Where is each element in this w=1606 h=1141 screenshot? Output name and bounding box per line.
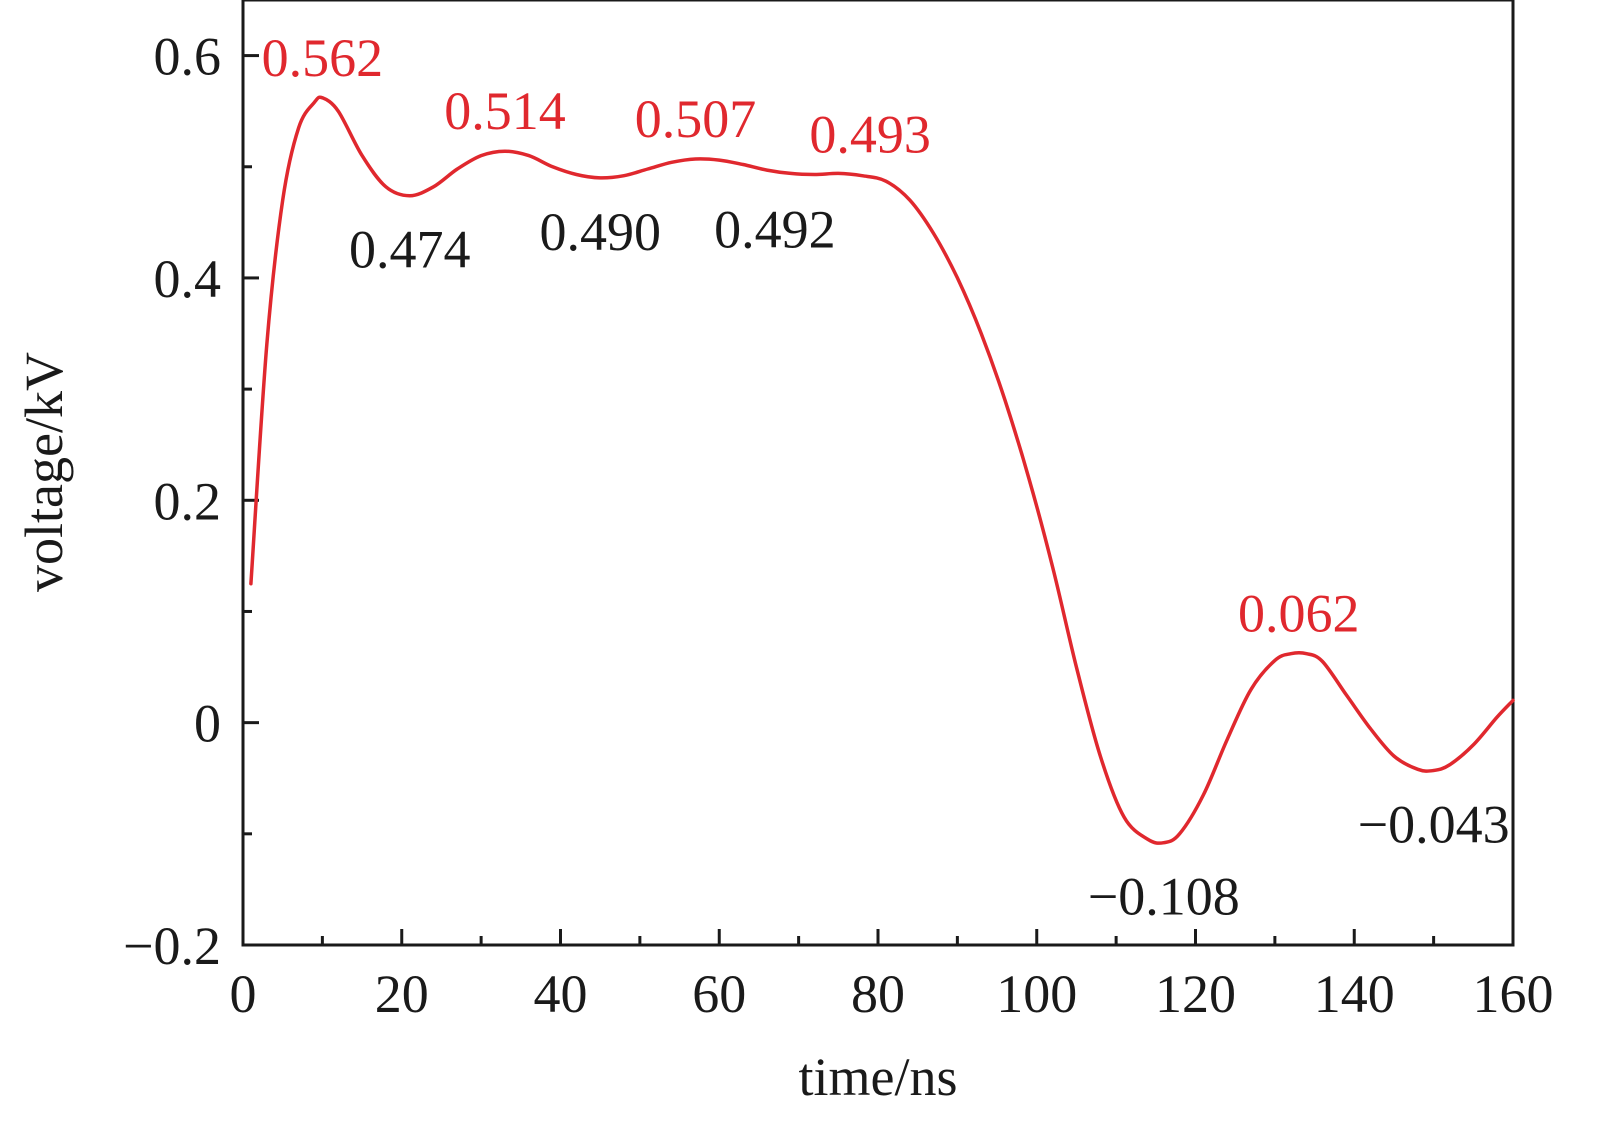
- valley-label: 0.474: [349, 220, 471, 280]
- peak-label: 0.062: [1238, 584, 1360, 644]
- valley-label: −0.108: [1088, 867, 1240, 927]
- valley-label: −0.043: [1358, 794, 1510, 854]
- x-tick-label: 80: [851, 964, 905, 1024]
- peak-label: 0.562: [262, 28, 384, 88]
- y-axis-title: voltage/kV: [14, 352, 74, 592]
- x-tick-label: 140: [1314, 964, 1395, 1024]
- y-tick-label: 0: [194, 694, 221, 754]
- valley-label: 0.492: [714, 200, 836, 260]
- x-tick-label: 100: [996, 964, 1077, 1024]
- x-tick-label: 160: [1473, 964, 1554, 1024]
- x-tick-label: 0: [230, 964, 257, 1024]
- y-tick-label: 0.6: [154, 27, 222, 87]
- x-axis-title: time/ns: [799, 1047, 958, 1107]
- y-tick-label: −0.2: [123, 916, 221, 976]
- valley-label: 0.490: [539, 202, 661, 262]
- peak-label: 0.493: [809, 105, 931, 165]
- y-tick-label: 0.4: [154, 249, 222, 309]
- x-tick-label: 40: [534, 964, 588, 1024]
- series-line: [249, 95, 1515, 845]
- y-tick-label: 0.2: [154, 471, 222, 531]
- peak-label: 0.507: [635, 89, 757, 149]
- x-tick-label: 20: [375, 964, 429, 1024]
- x-axis-ticks: 0 20 40 60 80 100 120 140 160: [230, 929, 1554, 1024]
- x-tick-label: 120: [1155, 964, 1236, 1024]
- data-annotations: 0.562 0.514 0.507 0.493 0.062 0.474 0.490 0.492…: [262, 28, 1510, 927]
- x-tick-label: 60: [692, 964, 746, 1024]
- y-axis-ticks: −0.2 0 0.2 0.4 0.6: [123, 27, 259, 976]
- peak-label: 0.514: [444, 81, 566, 141]
